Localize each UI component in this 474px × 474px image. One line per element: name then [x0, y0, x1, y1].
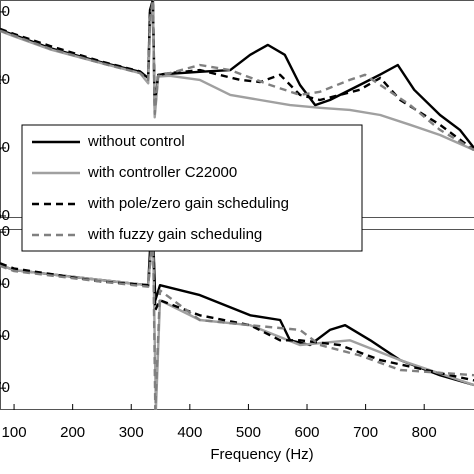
legend-label: with pole/zero gain scheduling: [87, 195, 289, 212]
y-tick-label: -60: [0, 207, 10, 224]
x-tick-label: 800: [412, 424, 437, 441]
y-tick-label: 0: [2, 3, 10, 20]
x-tick-label: 700: [353, 424, 378, 441]
x-axis-label: Frequency (Hz): [210, 446, 313, 463]
x-tick-label: 600: [295, 424, 320, 441]
legend-box: [21, 124, 363, 252]
legend-label: with controller C22000: [87, 164, 237, 181]
y-tick-label: 50: [0, 327, 10, 344]
y-tick-label: 00: [0, 275, 10, 292]
series-line: [0, 229, 474, 382]
x-tick-label: 200: [60, 424, 85, 441]
plot-frame: [0, 229, 474, 410]
legend-label: without control: [87, 133, 185, 150]
series-group: [0, 0, 474, 152]
series-line: [0, 0, 474, 151]
y-tick-label: 70: [0, 379, 10, 396]
x-tick-label: 100: [2, 424, 27, 441]
legend-label: with fuzzy gain scheduling: [87, 226, 262, 243]
series-line: [0, 229, 474, 410]
x-tick-label: 400: [177, 424, 202, 441]
series-line: [0, 0, 474, 152]
y-tick-label: -40: [0, 139, 10, 156]
series-group: [0, 229, 474, 410]
x-tick-label: 500: [236, 424, 261, 441]
y-tick-label: -20: [0, 71, 10, 88]
x-tick-label: 300: [119, 424, 144, 441]
series-line: [0, 0, 474, 152]
series-line: [0, 229, 474, 410]
y-tick-label: 0: [2, 223, 10, 240]
